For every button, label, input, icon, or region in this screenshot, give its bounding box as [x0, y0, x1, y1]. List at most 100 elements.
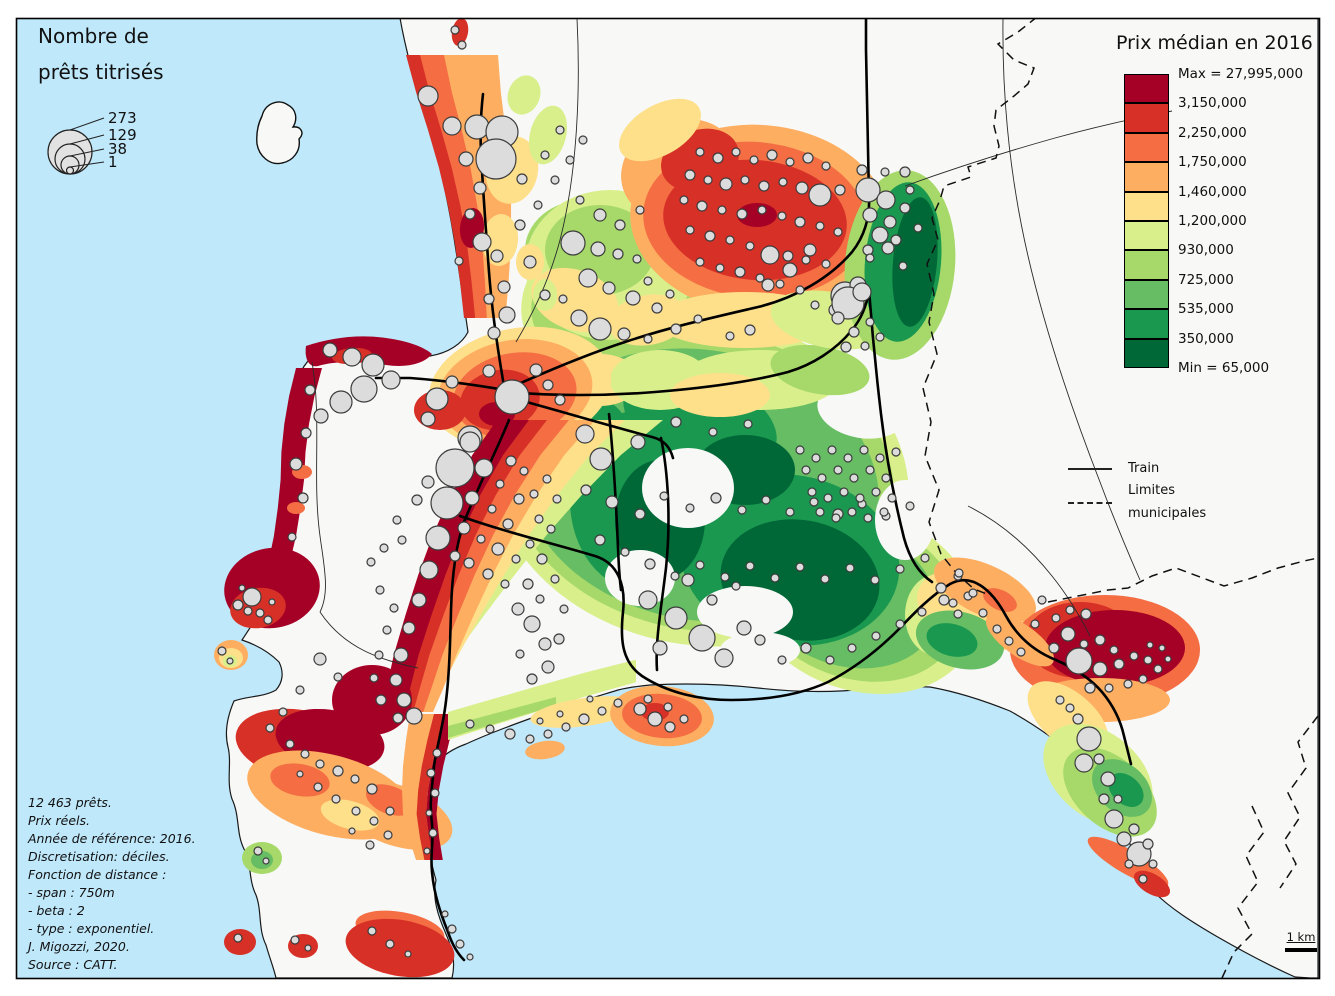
loan-circle: [300, 427, 312, 439]
loan-circle: [295, 685, 305, 695]
loan-circle: [458, 151, 474, 167]
loan-circle: [852, 282, 872, 302]
price-swatch: [1124, 74, 1169, 104]
loan-circle: [992, 624, 1002, 634]
price-swatch: [1124, 191, 1169, 221]
loan-circle: [296, 770, 304, 778]
loan-circle: [1138, 874, 1148, 884]
loan-circle: [459, 431, 481, 453]
loan-circle: [736, 620, 752, 636]
loan-circle: [795, 181, 809, 195]
loan-circle: [634, 508, 646, 520]
price-scale-label: 3,150,000: [1178, 95, 1247, 112]
loan-circle: [887, 493, 897, 503]
loan-circle: [811, 453, 821, 463]
loan-circle: [719, 177, 733, 191]
loan-circle: [411, 494, 423, 506]
loan-circle: [504, 728, 516, 740]
loan-circle: [482, 364, 496, 378]
loan-circle: [905, 185, 915, 195]
loan-circle: [396, 692, 412, 708]
loan-circle: [474, 458, 494, 478]
loan-circle: [423, 847, 431, 855]
loan-circle: [1094, 634, 1106, 646]
loan-circle: [1158, 644, 1166, 652]
loan-circle: [1116, 831, 1132, 847]
loan-circle: [500, 579, 510, 589]
loan-circle: [1148, 859, 1158, 869]
loan-circle: [405, 707, 423, 725]
loan-circle: [348, 827, 356, 835]
loan-circle: [602, 281, 616, 295]
loan-circle: [232, 599, 244, 611]
loan-circle: [880, 167, 890, 177]
loan-circle: [515, 649, 525, 659]
loan-circle: [643, 694, 653, 704]
loan-circle: [845, 563, 855, 573]
loan-circle: [808, 183, 832, 207]
loan-circle: [665, 289, 675, 299]
loan-circle: [523, 615, 541, 633]
loan-circle: [322, 342, 338, 358]
loan-circle: [1065, 647, 1093, 675]
loan-circle: [505, 455, 517, 467]
loan-circle: [785, 157, 795, 167]
loan-circle: [543, 729, 553, 739]
loan-circle: [485, 724, 495, 734]
loan-circle: [847, 643, 857, 653]
loan-circle: [685, 503, 695, 513]
loan-circle: [253, 846, 263, 856]
loan-circle: [613, 698, 623, 708]
loan-circle: [954, 568, 964, 578]
loan-circle: [428, 828, 438, 838]
loan-circle: [366, 557, 376, 567]
loan-circle: [331, 794, 341, 804]
credits-line: Source : CATT.: [28, 957, 118, 972]
loan-circle: [605, 495, 619, 509]
loan-circle: [553, 633, 565, 645]
loan-circle: [1074, 753, 1094, 773]
price-scale-label: 350,000: [1178, 330, 1234, 347]
loan-circle: [620, 547, 630, 557]
loan-circle: [442, 116, 462, 136]
loan-circle: [552, 494, 562, 504]
loan-circle: [511, 602, 525, 616]
price-scale-label: 725,000: [1178, 271, 1234, 288]
loan-circle: [703, 175, 713, 185]
loan-circle: [895, 619, 905, 629]
loan-circle: [487, 504, 497, 514]
loan-circle: [815, 507, 825, 517]
loan-circle: [821, 161, 831, 171]
loan-circle: [760, 245, 780, 265]
loan-circle: [1016, 647, 1026, 657]
loan-circle: [580, 484, 592, 496]
credits-line: Prix réels.: [28, 813, 90, 828]
loan-circle: [542, 474, 552, 484]
loan-circle: [457, 40, 467, 50]
loan-circle: [740, 175, 750, 185]
loan-circle: [385, 806, 395, 816]
loan-circle: [430, 486, 464, 520]
loan-circle: [369, 816, 379, 826]
loan-circle: [502, 518, 514, 530]
loan-circle: [417, 85, 439, 107]
loan-circle: [226, 657, 234, 665]
loan-circle: [839, 487, 849, 497]
price-scale-label: 1,750,000: [1178, 154, 1247, 171]
loan-circle: [454, 256, 464, 266]
loan-circle: [685, 225, 695, 235]
loan-circle: [920, 553, 930, 563]
loan-circle: [1100, 771, 1116, 787]
loan-circle: [862, 244, 874, 256]
loan-circle: [535, 594, 545, 604]
loan-circle: [351, 806, 361, 816]
loan-circle: [664, 721, 676, 733]
train-line-sample: [1068, 468, 1112, 470]
loan-circle: [457, 521, 471, 535]
scale-bar-label: 1 km: [1286, 930, 1316, 944]
loan-circle: [1113, 794, 1123, 804]
loan-circle: [731, 581, 741, 591]
loan-circle: [464, 208, 476, 220]
loan-circle: [441, 910, 449, 918]
